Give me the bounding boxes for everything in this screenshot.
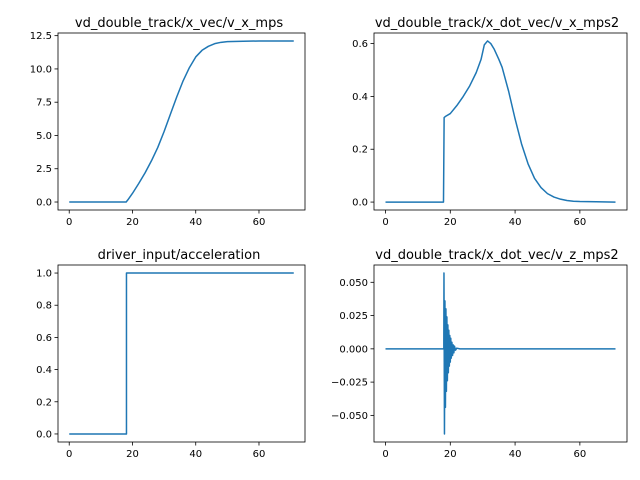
axes-frame xyxy=(373,264,628,443)
subplot-v-x-dot: vd_double_track/x_dot_vec/v_x_mps2 0 20 40… xyxy=(352,16,628,228)
subplot-acceleration: driver_input/acceleration 0 20 40 600.00.20… xyxy=(36,248,306,460)
y-tick-label: 0.2 xyxy=(352,145,368,156)
y-tick-label: 1.0 xyxy=(36,269,52,280)
y-tick-label: 7.5 xyxy=(36,98,52,109)
y-tick-label: 0.0 xyxy=(352,198,368,209)
subplot-title: vd_double_track/x_vec/v_x_mps xyxy=(75,16,283,31)
x-tick-label: 20 xyxy=(444,217,457,228)
y-tick-label: 10.0 xyxy=(30,64,52,75)
plot-area: 0 20 40 60 0.0 2.5 5.0 7.5 10.0 12.5 xyxy=(30,31,306,228)
y-tick-label: 0.000 xyxy=(339,344,368,355)
x-tick-label: 60 xyxy=(253,449,266,460)
y-tick-label: 2.5 xyxy=(36,164,52,175)
series-line xyxy=(385,40,616,203)
subplot-title: driver_input/acceleration xyxy=(98,248,261,263)
subplot-v-x: vd_double_track/x_vec/v_x_mps 0 20 40 60 0.0… xyxy=(30,16,306,228)
plot-area: 0 20 40 60 −0.050 −0.025 0.000 0.025 0.050 xyxy=(331,264,628,460)
subplot-title: vd_double_track/x_dot_vec/v_x_mps2 xyxy=(375,16,619,31)
plot-area: 0 20 40 60 0.0 0.2 0.4 0.6 0.8 1.0 xyxy=(36,264,306,460)
subplot-title: vd_double_track/x_dot_vec/v_z_mps2 xyxy=(375,248,618,263)
x-tick-label: 0 xyxy=(382,217,388,228)
y-tick-label: −0.025 xyxy=(331,378,368,389)
x-tick-label: 60 xyxy=(573,449,586,460)
y-tick-label: 0.4 xyxy=(352,92,368,103)
series-line xyxy=(69,40,294,203)
x-tick-label: 20 xyxy=(126,217,139,228)
y-tick-label: 0.050 xyxy=(339,278,368,289)
x-tick-label: 20 xyxy=(126,449,139,460)
y-tick-label: 0.6 xyxy=(36,333,52,344)
y-tick-label: 0.0 xyxy=(36,198,52,209)
axes-frame xyxy=(57,32,306,211)
x-tick-label: 20 xyxy=(444,449,457,460)
x-tick-label: 60 xyxy=(253,217,266,228)
y-tick-label: 0.8 xyxy=(36,301,52,312)
x-tick-label: 40 xyxy=(509,217,522,228)
series-line xyxy=(69,272,294,435)
plot-area: 0 20 40 60 0.0 0.2 0.4 0.6 xyxy=(352,32,628,228)
x-tick-label: 40 xyxy=(189,217,202,228)
y-tick-label: −0.050 xyxy=(331,411,368,422)
x-tick-label: 40 xyxy=(189,449,202,460)
series-line xyxy=(385,272,616,435)
x-tick-label: 0 xyxy=(66,217,72,228)
y-tick-label: 0.4 xyxy=(36,365,52,376)
y-tick-label: 5.0 xyxy=(36,131,52,142)
x-tick-label: 0 xyxy=(66,449,72,460)
x-tick-label: 60 xyxy=(573,217,586,228)
y-tick-label: 0.2 xyxy=(36,397,52,408)
y-tick-label: 0.0 xyxy=(36,429,52,440)
x-tick-label: 40 xyxy=(509,449,522,460)
axes-frame xyxy=(373,32,628,211)
axes-frame xyxy=(57,264,306,443)
y-tick-label: 0.025 xyxy=(339,311,368,322)
subplot-v-z-dot: vd_double_track/x_dot_vec/v_z_mps2 0 20 40… xyxy=(331,248,628,460)
y-tick-label: 0.6 xyxy=(352,39,368,50)
y-tick-label: 12.5 xyxy=(30,31,52,42)
x-tick-label: 0 xyxy=(382,449,388,460)
